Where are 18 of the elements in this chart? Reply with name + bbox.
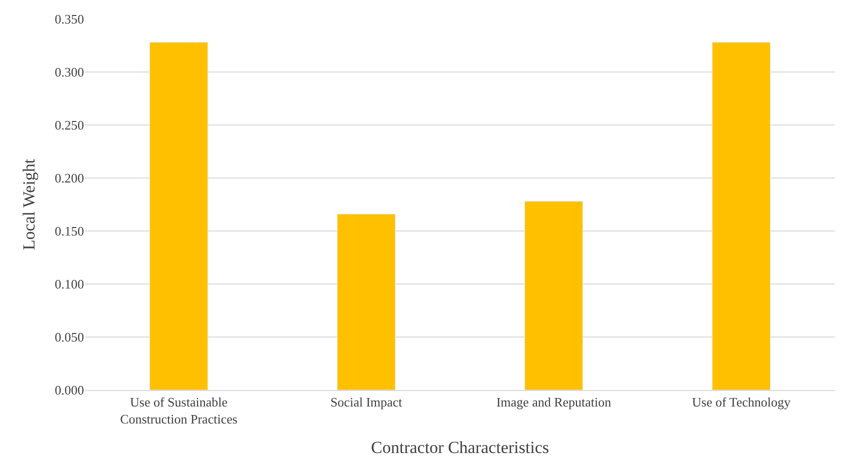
x-tick-label: Image and Reputation bbox=[496, 394, 612, 410]
bar bbox=[524, 201, 584, 390]
y-tick-label: 0.300 bbox=[54, 64, 84, 80]
y-tick-label: 0.350 bbox=[54, 12, 84, 27]
y-tick-label: 0.100 bbox=[54, 276, 84, 292]
bar bbox=[149, 42, 208, 390]
x-tick-label: Social Impact bbox=[330, 394, 403, 410]
y-tick-label: 0.200 bbox=[54, 170, 84, 186]
y-tick-label: 0.050 bbox=[54, 330, 84, 345]
y-tick-label: 0.250 bbox=[54, 118, 84, 133]
y-tick-label: 0.000 bbox=[54, 382, 84, 398]
bar bbox=[712, 42, 771, 390]
bar bbox=[336, 214, 396, 390]
x-tick-label: Use of Sustainable Construction Practices bbox=[120, 394, 238, 426]
x-axis-title: Contractor Characteristics bbox=[371, 438, 549, 457]
y-axis-title: Local Weight bbox=[19, 158, 38, 250]
y-tick-label: 0.150 bbox=[54, 224, 84, 239]
x-tick-label: Use of Technology bbox=[692, 394, 791, 410]
